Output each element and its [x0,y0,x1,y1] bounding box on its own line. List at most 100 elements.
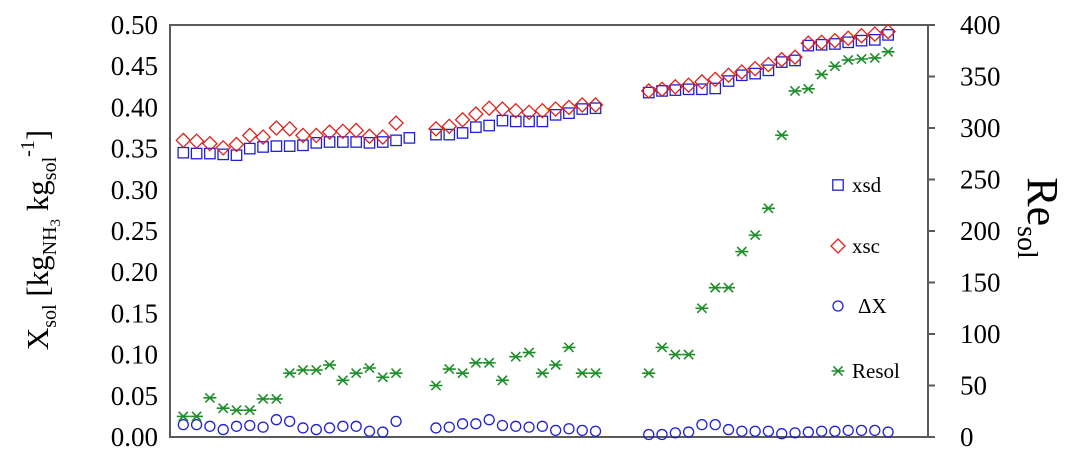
data-point [230,420,243,432]
plot-frame [169,24,929,438]
data-point [244,419,256,432]
data-point [735,246,749,257]
data-point [456,367,470,379]
data-point [509,115,522,128]
data-point [321,124,338,141]
left-label-mid: kg [20,180,55,219]
left-label-sub3: 3 [48,219,64,227]
data-point [642,367,656,379]
data-point [376,136,389,148]
data-point [707,71,724,88]
data-point [549,359,563,371]
data-point [454,111,471,128]
data-point [773,51,790,68]
data-point [469,357,483,369]
data-point [295,127,311,144]
data-point [270,140,283,152]
series-resol [176,46,895,422]
data-point [470,418,482,430]
left-label-bracket-close: ] [20,130,55,140]
legend-item: xsd [832,173,882,197]
data-point [241,127,258,144]
data-point [430,128,442,141]
data-point [362,362,376,374]
data-point [749,425,761,437]
data-point [334,123,351,140]
data-point [190,411,204,422]
data-point [283,367,297,379]
data-point [323,359,337,371]
data-point [243,142,256,155]
data-point [709,82,722,95]
data-point [802,426,814,438]
data-point [669,427,681,439]
data-point [522,347,536,358]
data-point [388,115,404,131]
data-point [483,414,495,426]
data-point [749,67,761,80]
data-point [483,119,496,132]
data-point [269,393,283,405]
data-point [350,420,362,432]
data-point [880,23,897,40]
legend: xsd xsc ΔX Resol [830,173,900,383]
right-y-axis: 0 50 100 150 200 250 300 350 400 [928,10,1001,451]
data-point [403,132,416,144]
series-x [177,414,894,441]
data-point [868,52,882,64]
data-point [310,136,323,149]
data-point [230,149,243,162]
data-point [682,83,695,96]
data-point [882,426,894,438]
data-point [257,141,269,153]
data-point [204,420,216,432]
series-xsd [177,29,894,162]
data-point [776,428,788,440]
data-point [761,203,775,214]
data-point [523,115,535,128]
data-point [337,420,349,432]
data-point [536,115,549,128]
data-point [789,427,801,439]
data-point [575,367,589,379]
data-point [841,54,855,66]
data-point [256,393,270,405]
left-tick-label: 0.10 [111,340,158,370]
data-point [323,422,336,434]
data-point [722,282,736,293]
data-point [536,420,549,432]
data-point [842,424,854,437]
data-point [361,128,378,145]
data-point [243,405,257,416]
data-point [640,83,657,99]
left-label-main: X [20,328,55,350]
data-point [667,78,684,95]
data-point [589,367,603,379]
data-point [855,424,868,437]
legend-label: xsd [852,173,882,197]
data-point [470,121,482,134]
data-point [868,33,881,46]
data-point [297,422,309,434]
left-tick-label: 0.30 [111,175,158,205]
data-point [869,424,881,437]
data-point [547,101,564,117]
data-point [509,351,523,362]
right-tick-label: 0 [960,422,974,451]
data-point [748,229,762,241]
data-point [443,128,456,141]
data-point [456,127,469,139]
data-point [709,418,721,431]
data-point [428,120,444,137]
left-tick-label: 0.50 [111,10,158,40]
right-tick-label: 300 [960,113,1001,143]
left-label-sub: sol [39,304,61,328]
data-point [760,56,777,73]
data-point [813,34,830,51]
data-point [377,426,389,438]
data-point [668,349,682,360]
legend-marker [830,238,846,254]
left-tick-label: 0.25 [111,216,158,246]
data-point [642,86,655,99]
